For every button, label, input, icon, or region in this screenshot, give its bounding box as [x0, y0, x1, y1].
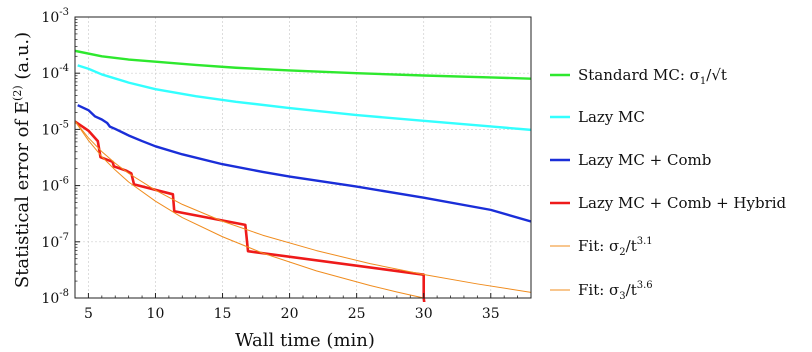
y-tick-label: 10-5	[41, 119, 69, 138]
y-tick-label: 10-8	[41, 288, 69, 307]
legend-label: Lazy MC + Comb + Hybrid	[578, 194, 787, 212]
x-tick-label: 20	[281, 306, 299, 322]
x-axis-label: Wall time (min)	[235, 330, 375, 351]
tick-labels: 5 10 15 20 25 30 35 10-8 10-7 10-6 10-5 10-4 10-3	[41, 7, 499, 322]
legend-label: Standard MC: σ1/√t	[578, 66, 727, 87]
x-tick-label: 30	[415, 306, 433, 322]
y-tick-label: 10-3	[41, 7, 69, 26]
ticks	[74, 16, 532, 299]
y-axis-label-tail: (a.u.)	[12, 32, 33, 86]
legend-label: Lazy MC	[578, 108, 645, 126]
legend-label: Fit: σ3/t3.6	[578, 280, 653, 302]
series-line-4	[75, 120, 426, 302]
x-tick-label: 25	[348, 306, 366, 322]
x-tick-label: 35	[482, 306, 500, 322]
series-line-1	[75, 49, 531, 80]
y-tick-label: 10-7	[41, 232, 69, 251]
y-tick-label: 10-6	[41, 176, 69, 195]
series-layer	[75, 49, 531, 302]
y-tick-label: 10-4	[41, 63, 69, 82]
y-axis-label: Statistical error of E(2) (a.u.)	[11, 32, 33, 288]
legend: Standard MC: σ1/√t Lazy MC Lazy MC + Comb L…	[550, 66, 787, 302]
series-line-2	[77, 64, 531, 132]
x-tick-label: 5	[84, 306, 93, 322]
y-axis-label-sup: (2)	[11, 85, 24, 101]
x-tick-label: 10	[147, 306, 165, 322]
legend-label: Lazy MC + Comb	[578, 151, 711, 169]
x-tick-label: 15	[214, 306, 232, 322]
series-line-6	[75, 120, 424, 299]
legend-label: Fit: σ2/t3.1	[578, 236, 653, 258]
grid	[75, 17, 531, 298]
y-axis-label-main: Statistical error of E	[12, 101, 33, 288]
series-line-3	[77, 104, 531, 223]
series-line-5	[75, 120, 531, 293]
plot-frame	[74, 16, 532, 299]
